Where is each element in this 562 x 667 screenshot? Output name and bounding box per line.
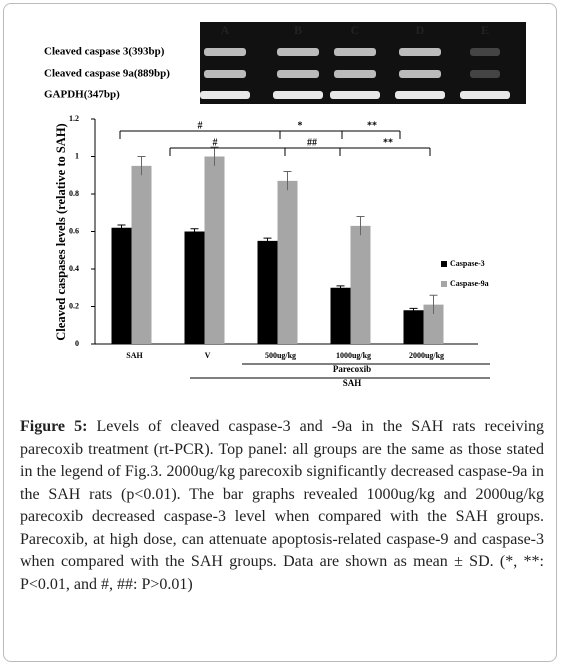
gel-band [395, 91, 445, 99]
error-bar [429, 294, 438, 314]
bar [204, 156, 225, 344]
y-tick-label: 0.6 [69, 226, 79, 235]
gel-band [334, 48, 376, 56]
y-tick-label: 0 [75, 339, 79, 348]
gel-band [277, 48, 319, 56]
figure: Cleaved caspases levels (relative to SAH… [44, 22, 526, 388]
x-tick-label: SAH [126, 351, 143, 360]
gel-band [200, 91, 250, 99]
sig-mark: * [298, 120, 303, 131]
gel-band [277, 70, 319, 78]
error-bar [409, 307, 418, 313]
bar [111, 227, 132, 344]
sig-bracket [169, 147, 431, 156]
group-label: SAH [343, 378, 362, 388]
error-bar [190, 228, 199, 235]
gel-band [204, 70, 246, 78]
y-axis-label: Cleaved caspases levels (relative to SAH… [54, 123, 68, 340]
gel-band [334, 70, 376, 78]
y-tick-label: 0.4 [69, 264, 79, 273]
error-bar [210, 146, 219, 166]
bar [403, 310, 424, 344]
error-bar [137, 156, 146, 176]
gel-band [273, 91, 323, 99]
bar [131, 165, 152, 344]
x-tick-label: 1000ug/kg [336, 351, 371, 360]
x-tick-label: V [205, 351, 211, 360]
lane-label: B [294, 23, 302, 37]
bar [277, 180, 298, 344]
lane-label: A [221, 23, 230, 37]
y-tick-label: 0.2 [69, 301, 79, 310]
y-tick-label: 1 [75, 151, 79, 160]
legend-label: Caspase-3 [450, 259, 485, 268]
gel-band [330, 91, 380, 99]
lane-label: E [481, 23, 489, 37]
y-tick-label: 0.8 [69, 189, 79, 198]
error-bar [336, 285, 345, 290]
sig-mark: ** [383, 137, 393, 148]
gel-band [460, 91, 510, 99]
gel-band [204, 48, 246, 56]
bar [257, 240, 278, 344]
gel-band [399, 70, 441, 78]
x-tick-label: 500ug/kg [265, 351, 296, 360]
sig-bracket [119, 130, 401, 139]
sig-mark: ## [307, 137, 317, 148]
bar [423, 304, 444, 344]
caption: Figure 5: Levels of cleaved caspase-3 an… [20, 416, 544, 596]
legend-label: Caspase-9a [450, 279, 489, 288]
gel-band [399, 48, 441, 56]
gel-band [470, 70, 500, 78]
gel-row-label: GAPDH(347bp) [44, 89, 120, 101]
gel-band [470, 48, 500, 56]
caption-label: Figure 5: [20, 418, 88, 435]
gel-row-label: Cleaved caspase 3(393bp) [44, 46, 165, 58]
error-bar [283, 171, 292, 191]
error-bar [263, 237, 272, 244]
gel [200, 22, 526, 104]
legend-swatch [441, 281, 447, 287]
figure-border [3, 3, 557, 662]
sig-mark: # [198, 120, 203, 131]
lane-label: D [416, 23, 425, 37]
lane-label: C [351, 23, 360, 37]
caption-text: Levels of cleaved caspase-3 and -9a in t… [20, 418, 545, 593]
legend-swatch [441, 261, 447, 267]
gel-row-label: Cleaved caspase 9a(889bp) [44, 68, 170, 80]
sig-mark: # [213, 137, 218, 148]
y-tick-label: 1.2 [69, 114, 79, 123]
x-tick-label: 2000ug/kg [409, 351, 444, 360]
bar [330, 287, 351, 344]
group-label: Parecoxib [333, 364, 371, 374]
sig-mark: ** [367, 120, 377, 131]
error-bar [117, 224, 126, 231]
error-bar [356, 216, 365, 236]
bar [350, 225, 371, 344]
bar [184, 231, 205, 344]
